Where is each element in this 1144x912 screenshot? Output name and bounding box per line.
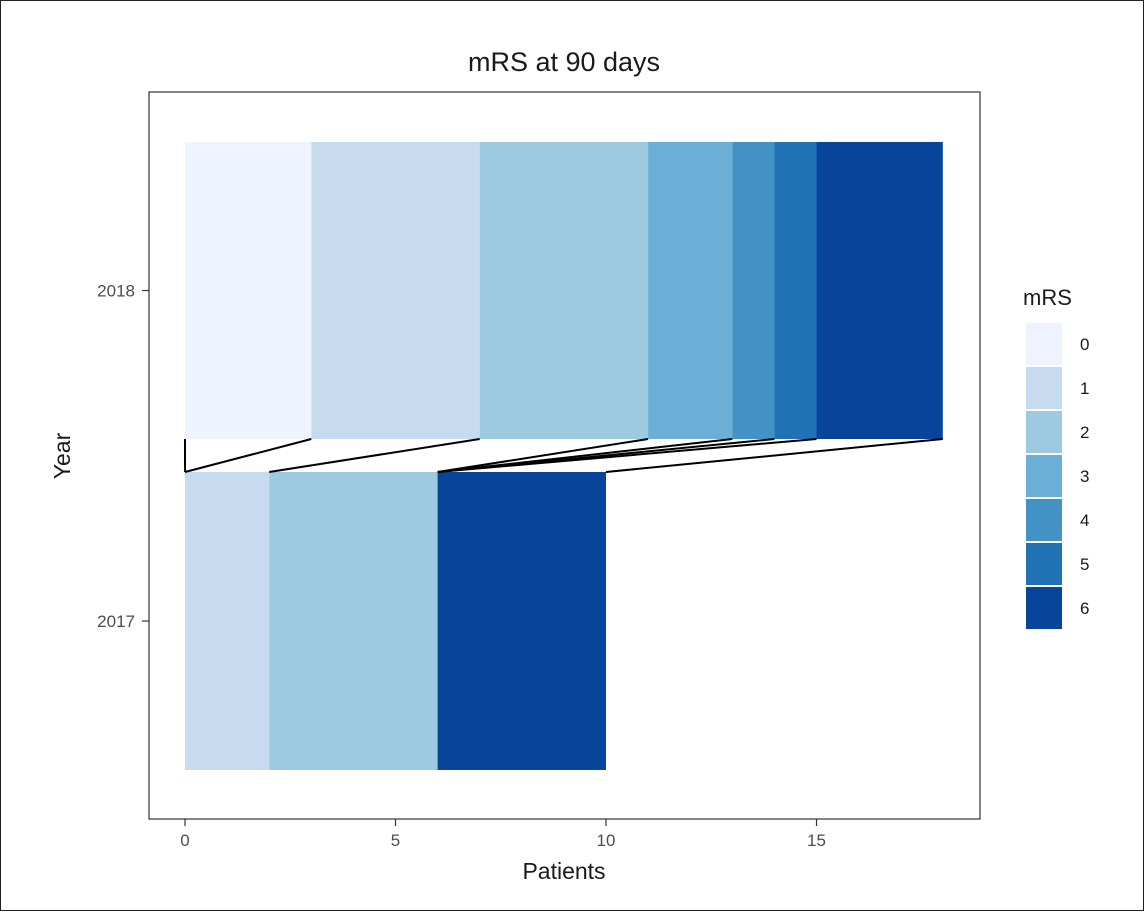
legend-key-6 <box>1024 585 1064 631</box>
legend-key-2 <box>1024 409 1064 455</box>
legend: mRS 0 1 2 3 4 5 6 <box>1023 285 1089 631</box>
x-axis: 0 5 10 15 <box>180 819 826 850</box>
legend-label-0: 0 <box>1080 335 1089 354</box>
legend-label-5: 5 <box>1080 555 1089 574</box>
bar-segment-2017-mrs-2 <box>269 472 438 770</box>
legend-title: mRS <box>1023 285 1072 310</box>
bar-segments <box>185 142 943 770</box>
chart-title: mRS at 90 days <box>468 47 660 77</box>
legend-label-2: 2 <box>1080 423 1089 442</box>
connector-line <box>605 438 943 473</box>
bar-segment-2018-mrs-3 <box>648 142 733 439</box>
y-axis: 2018 2017 <box>97 282 149 631</box>
connector-line <box>437 438 649 473</box>
x-tick-label: 0 <box>180 831 189 850</box>
connector-line <box>184 438 312 473</box>
bar-segment-2018-mrs-6 <box>816 142 943 439</box>
y-axis-title: Year <box>49 432 75 479</box>
legend-key-3 <box>1024 453 1064 499</box>
legend-key-4 <box>1024 497 1064 543</box>
legend-key-1 <box>1024 365 1064 411</box>
bar-segment-2017-mrs-1 <box>185 472 270 770</box>
y-tick-label-2018: 2018 <box>97 282 135 301</box>
bar-segment-2018-mrs-5 <box>774 142 817 439</box>
connector-line <box>269 438 480 473</box>
x-axis-title: Patients <box>522 858 605 884</box>
legend-label-4: 4 <box>1080 511 1089 530</box>
x-tick-label: 15 <box>807 831 826 850</box>
legend-label-1: 1 <box>1080 379 1089 398</box>
legend-key-0 <box>1024 321 1064 367</box>
bar-segment-2017-mrs-6 <box>437 472 606 770</box>
legend-label-6: 6 <box>1080 599 1089 618</box>
bar-segment-2018-mrs-1 <box>311 142 480 439</box>
legend-key-5 <box>1024 541 1064 587</box>
legend-items: 0 1 2 3 4 5 6 <box>1024 321 1089 631</box>
connector-lines <box>184 438 943 473</box>
bar-segment-2018-mrs-4 <box>732 142 775 439</box>
bar-segment-2018-mrs-0 <box>185 142 312 439</box>
x-tick-label: 5 <box>391 831 400 850</box>
x-tick-label: 10 <box>597 831 616 850</box>
connector-line <box>437 438 817 473</box>
bar-segment-2018-mrs-2 <box>479 142 649 439</box>
y-tick-label-2017: 2017 <box>97 612 135 631</box>
legend-label-3: 3 <box>1080 467 1089 486</box>
